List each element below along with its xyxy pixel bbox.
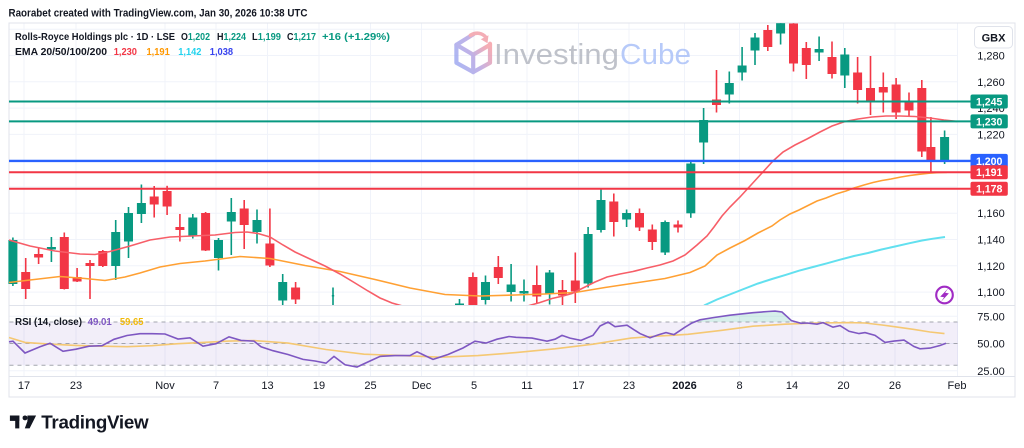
svg-text:26: 26 bbox=[889, 380, 901, 392]
svg-text:O1,202: O1,202 bbox=[181, 32, 210, 43]
svg-text:1,038: 1,038 bbox=[210, 47, 233, 58]
svg-text:1,140: 1,140 bbox=[977, 235, 1005, 247]
svg-text:25: 25 bbox=[364, 380, 376, 392]
svg-text:59.65: 59.65 bbox=[120, 317, 144, 328]
svg-text:1,142: 1,142 bbox=[178, 47, 201, 58]
svg-text:1,280: 1,280 bbox=[977, 51, 1005, 63]
svg-text:Investing: Investing bbox=[494, 39, 619, 71]
svg-text:8: 8 bbox=[736, 380, 742, 392]
svg-text:TradingView: TradingView bbox=[41, 411, 149, 432]
svg-text:5: 5 bbox=[471, 380, 477, 392]
svg-text:23: 23 bbox=[623, 380, 635, 392]
svg-text:1,230: 1,230 bbox=[114, 47, 137, 58]
svg-text:1,160: 1,160 bbox=[977, 208, 1005, 220]
svg-text:1,178: 1,178 bbox=[976, 184, 1003, 196]
svg-text:75.00: 75.00 bbox=[977, 311, 1005, 323]
svg-text:2026: 2026 bbox=[672, 380, 696, 392]
svg-text:+16 (+1.29%): +16 (+1.29%) bbox=[322, 32, 390, 43]
svg-text:1,120: 1,120 bbox=[977, 261, 1005, 273]
svg-text:14: 14 bbox=[786, 380, 798, 392]
svg-text:Raorabet created with TradingV: Raorabet created with TradingView.com, J… bbox=[9, 8, 308, 20]
svg-text:1,191: 1,191 bbox=[976, 167, 1003, 179]
svg-text:EMA 20/50/100/200: EMA 20/50/100/200 bbox=[15, 47, 107, 58]
svg-text:1,245: 1,245 bbox=[976, 96, 1003, 108]
svg-text:Nov: Nov bbox=[155, 380, 175, 392]
svg-text:7: 7 bbox=[213, 380, 219, 392]
svg-text:19: 19 bbox=[313, 380, 325, 392]
svg-text:GBX: GBX bbox=[982, 33, 1007, 45]
svg-text:H1,224: H1,224 bbox=[217, 32, 246, 43]
svg-text:23: 23 bbox=[70, 380, 82, 392]
svg-text:49.01: 49.01 bbox=[88, 317, 112, 328]
svg-text:17: 17 bbox=[572, 380, 584, 392]
svg-text:1,220: 1,220 bbox=[977, 129, 1005, 141]
svg-text:Cube: Cube bbox=[620, 39, 691, 71]
svg-text:Feb: Feb bbox=[948, 380, 967, 392]
svg-text:50.00: 50.00 bbox=[977, 339, 1005, 351]
svg-text:13: 13 bbox=[261, 380, 273, 392]
svg-text:RSI (14, close): RSI (14, close) bbox=[15, 317, 82, 328]
svg-text:Rolls-Royce Holdings plc · 1D: Rolls-Royce Holdings plc · 1D · LSE bbox=[15, 32, 175, 43]
svg-text:C1,217: C1,217 bbox=[287, 32, 316, 43]
svg-text:17: 17 bbox=[18, 380, 30, 392]
svg-text:20: 20 bbox=[837, 380, 849, 392]
svg-text:1,230: 1,230 bbox=[976, 116, 1003, 128]
svg-text:1,191: 1,191 bbox=[147, 47, 170, 58]
svg-text:1,100: 1,100 bbox=[977, 287, 1005, 299]
svg-text:25.00: 25.00 bbox=[977, 366, 1005, 378]
svg-text:1,200: 1,200 bbox=[976, 156, 1003, 168]
svg-text:Dec: Dec bbox=[412, 380, 432, 392]
svg-text:11: 11 bbox=[521, 380, 532, 392]
svg-text:L1,199: L1,199 bbox=[252, 32, 281, 43]
svg-text:1,260: 1,260 bbox=[977, 77, 1005, 89]
